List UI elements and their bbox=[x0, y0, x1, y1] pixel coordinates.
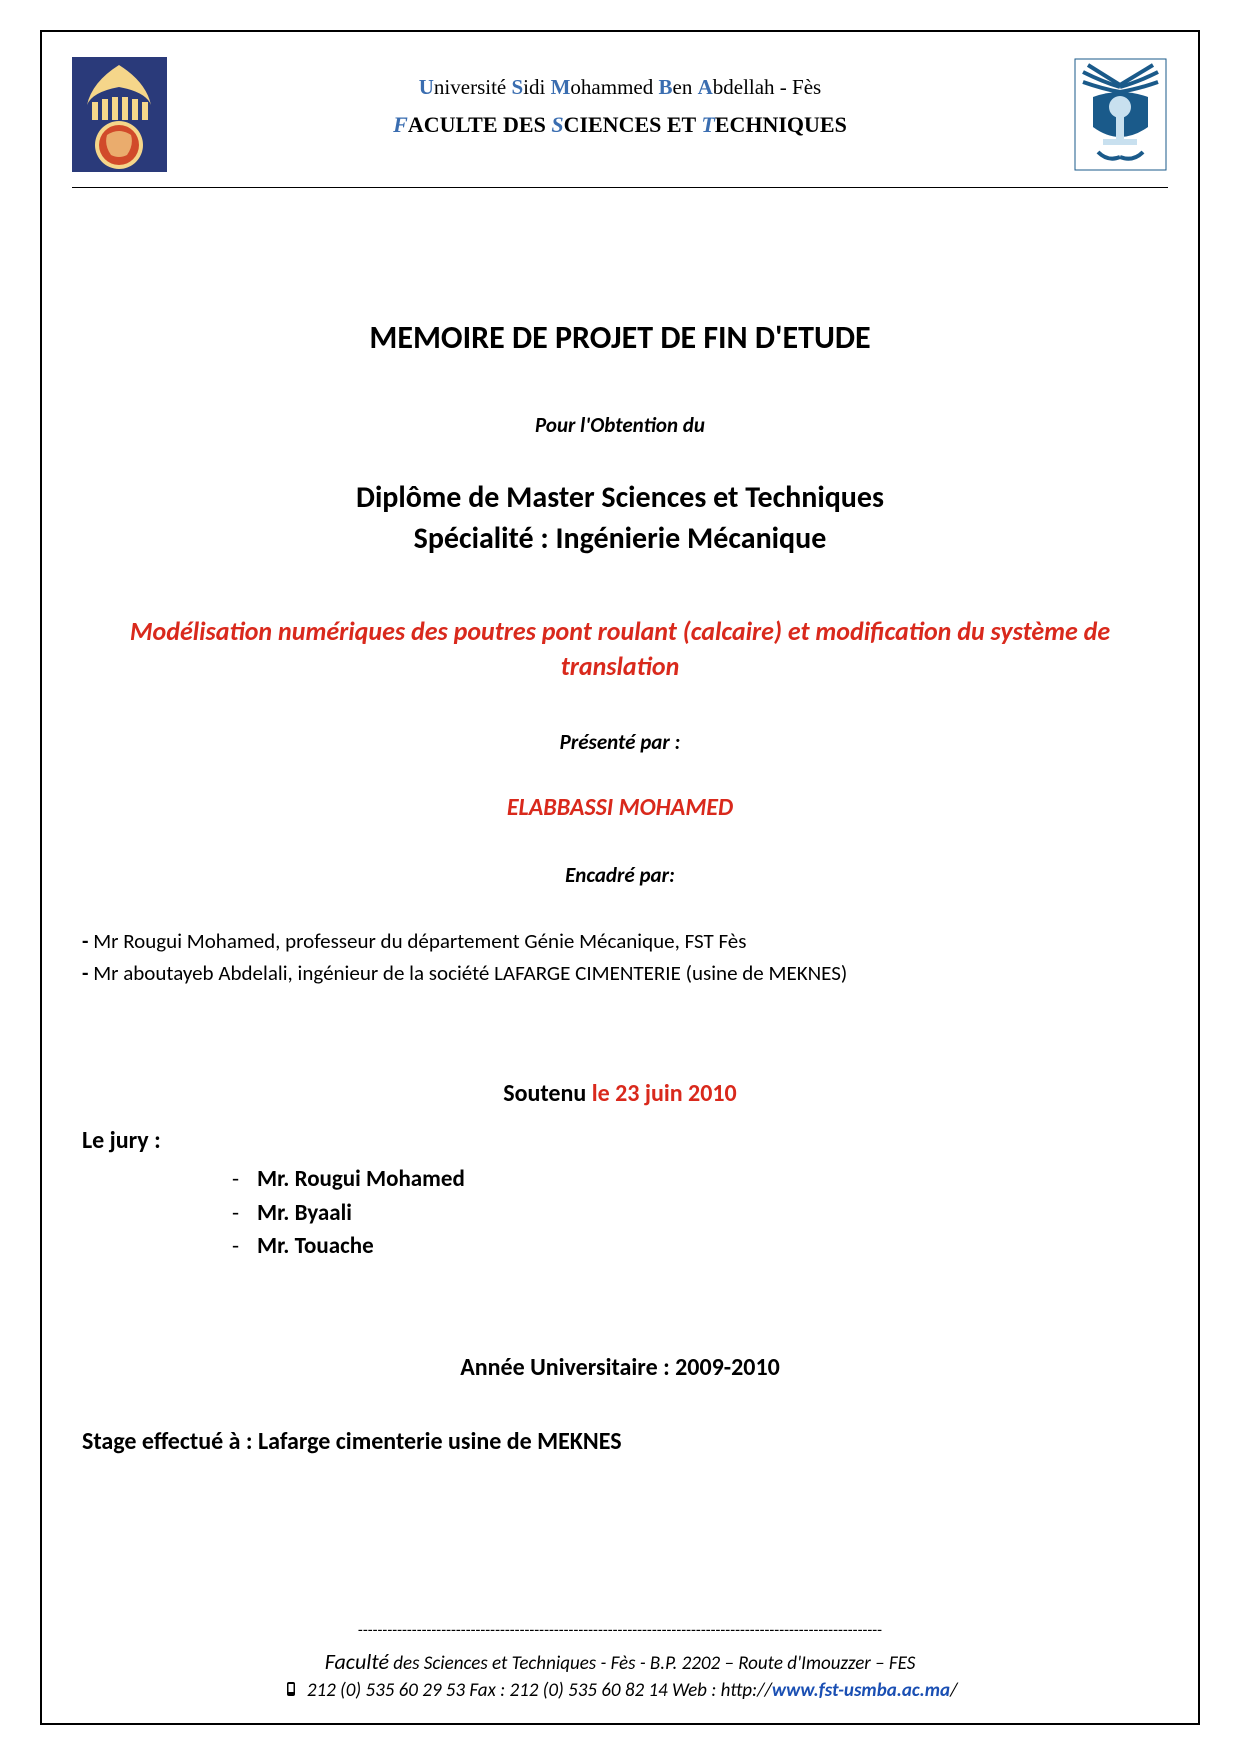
cap-m: M bbox=[551, 75, 571, 99]
supervised-label: Encadré par: bbox=[82, 862, 1158, 888]
jury-member-2: -Mr. Byaali bbox=[232, 1197, 1158, 1230]
cap-s2: S bbox=[551, 112, 563, 137]
footer-url: www.fst-usmba.ac.ma bbox=[772, 1679, 950, 1702]
footer-contact: 212 (0) 535 60 29 53 Fax : 212 (0) 535 6… bbox=[72, 1679, 1168, 1703]
internship-line: Stage effectué à : Lafarge cimenterie us… bbox=[82, 1427, 1158, 1456]
thesis-title: Modélisation numériques des poutres pont… bbox=[82, 614, 1158, 684]
cap-t: T bbox=[701, 112, 714, 137]
footer: ----------------------------------------… bbox=[72, 1621, 1168, 1703]
cap-f: F bbox=[393, 112, 408, 137]
jury-list: -Mr. Rougui Mohamed -Mr. Byaali -Mr. Tou… bbox=[82, 1163, 1158, 1263]
jury-member-1: -Mr. Rougui Mohamed bbox=[232, 1163, 1158, 1196]
degree-line-1: Diplôme de Master Sciences et Techniques bbox=[82, 478, 1158, 519]
page-frame: Université Sidi Mohammed Ben Abdellah - … bbox=[40, 30, 1200, 1725]
header-text: Université Sidi Mohammed Ben Abdellah - … bbox=[167, 57, 1073, 138]
cap-u: U bbox=[419, 75, 434, 99]
academic-year: Année Universitaire : 2009-2010 bbox=[82, 1353, 1158, 1382]
footer-divider: ----------------------------------------… bbox=[72, 1621, 1168, 1640]
university-logo-left bbox=[72, 57, 167, 172]
content: MEMOIRE DE PROJET DE FIN D'ETUDE Pour l'… bbox=[72, 198, 1168, 1621]
faculty-logo-right bbox=[1073, 57, 1168, 172]
phone-icon bbox=[283, 1680, 299, 1703]
footer-address: Faculté des Sciences et Techniques - Fès… bbox=[72, 1648, 1168, 1675]
jury-member-3: -Mr. Touache bbox=[232, 1230, 1158, 1263]
main-title: MEMOIRE DE PROJET DE FIN D'ETUDE bbox=[82, 318, 1158, 357]
supervisor-1: - Mr Rougui Mohamed, professeur du dépar… bbox=[82, 926, 1158, 958]
author-name: ELABBASSI MOHAMED bbox=[82, 793, 1158, 822]
header: Université Sidi Mohammed Ben Abdellah - … bbox=[72, 57, 1168, 188]
supervisor-2: - Mr aboutayeb Abdelali, ingénieur de la… bbox=[82, 958, 1158, 990]
faculty-name: FACULTE DES SCIENCES ET TECHNIQUES bbox=[167, 112, 1073, 138]
supervisors-list: - Mr Rougui Mohamed, professeur du dépar… bbox=[82, 926, 1158, 989]
cap-s: S bbox=[511, 75, 523, 99]
cap-b: B bbox=[658, 75, 672, 99]
presented-label: Présenté par : bbox=[82, 729, 1158, 755]
degree-line-2: Spécialité : Ingénierie Mécanique bbox=[82, 519, 1158, 560]
defended-date: le 23 juin 2010 bbox=[592, 1079, 737, 1108]
cap-a: A bbox=[698, 75, 713, 99]
jury-label: Le jury : bbox=[82, 1126, 1158, 1155]
obtention-label: Pour l'Obtention du bbox=[82, 412, 1158, 438]
university-name: Université Sidi Mohammed Ben Abdellah - … bbox=[167, 75, 1073, 100]
defended-line: Soutenu le 23 juin 2010 bbox=[82, 1079, 1158, 1108]
